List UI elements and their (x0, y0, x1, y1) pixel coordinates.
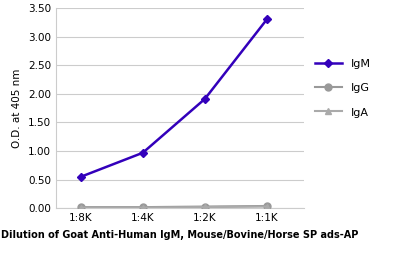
IgG (202, 205, 207, 208)
Line: IgG: IgG (77, 202, 270, 211)
Line: IgA: IgA (77, 203, 270, 211)
IgG (78, 206, 83, 209)
Legend: IgM, IgG, IgA: IgM, IgG, IgA (314, 59, 371, 117)
IgA (78, 206, 83, 209)
IgG (264, 204, 269, 207)
Y-axis label: O.D. at 405 nm: O.D. at 405 nm (12, 68, 22, 148)
IgA (264, 205, 269, 208)
X-axis label: Dilution of Goat Anti-Human IgM, Mouse/Bovine/Horse SP ads-AP: Dilution of Goat Anti-Human IgM, Mouse/B… (1, 230, 359, 240)
IgA (202, 206, 207, 209)
IgM (78, 175, 83, 178)
IgM (140, 151, 145, 154)
IgM (264, 18, 269, 21)
IgA (140, 206, 145, 209)
IgG (140, 206, 145, 209)
Line: IgM: IgM (78, 17, 270, 180)
IgM (202, 97, 207, 101)
